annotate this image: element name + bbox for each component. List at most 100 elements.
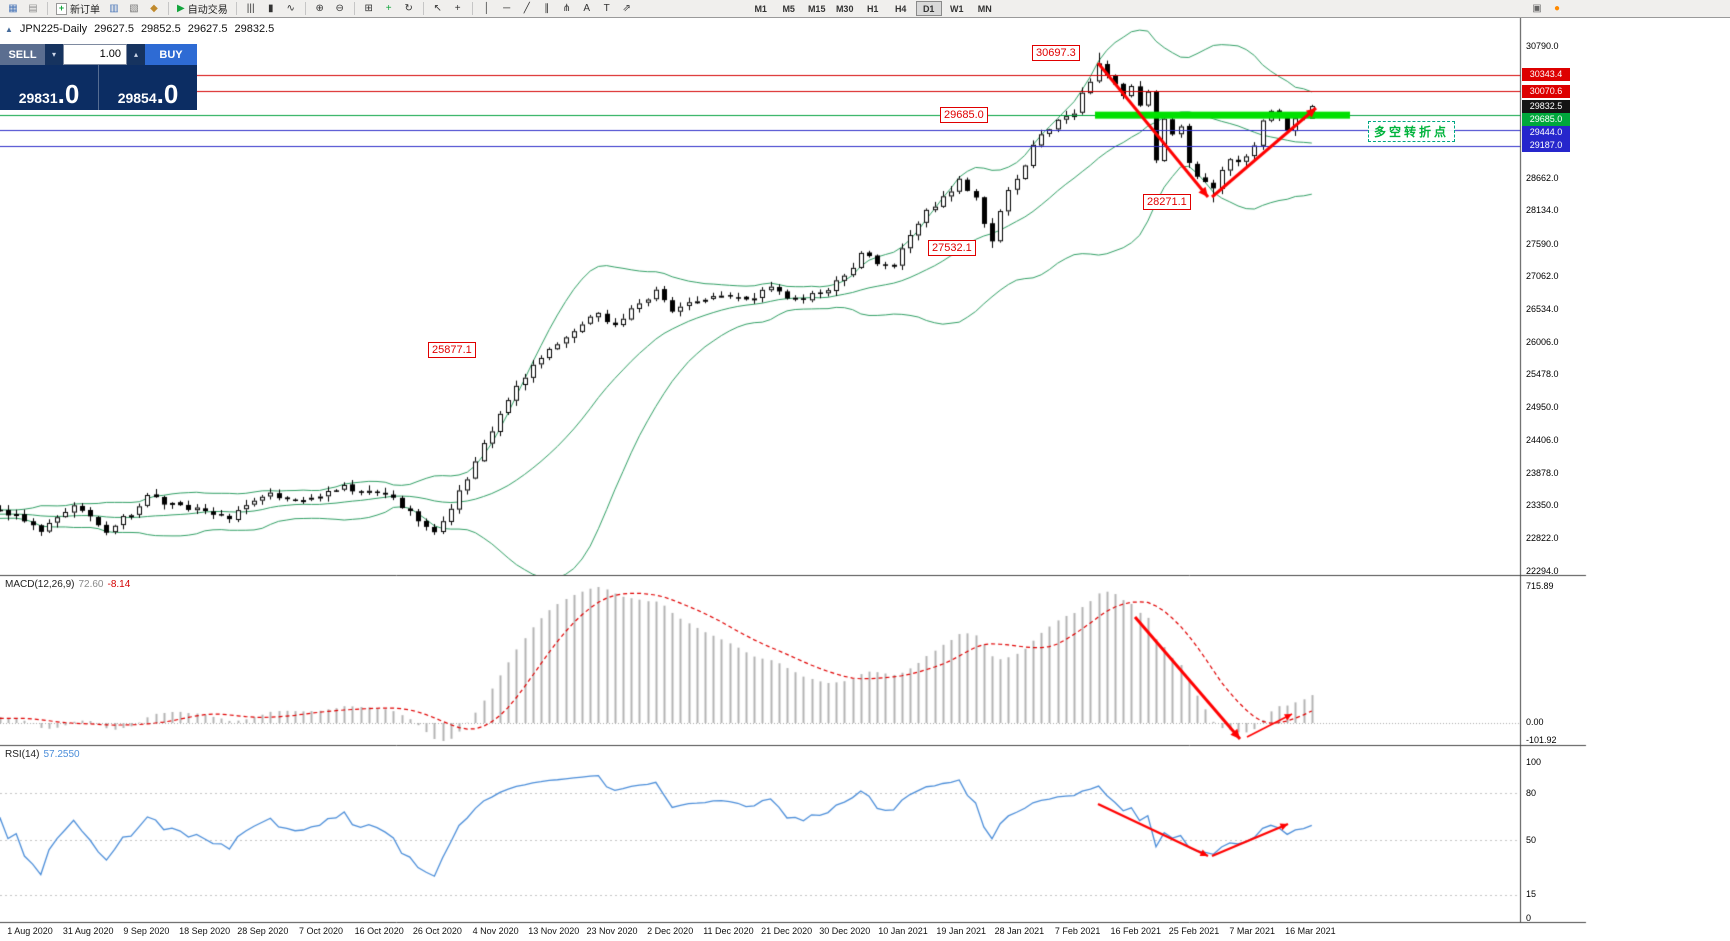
time-axis-label: 28 Jan 2021 <box>994 926 1045 936</box>
time-axis-label: 21 Dec 2020 <box>761 926 813 936</box>
timeframe-m30[interactable]: M30 <box>831 1 858 16</box>
timeframe-mn[interactable]: MN <box>971 1 998 16</box>
rsi-axis-value: 50 <box>1526 834 1537 845</box>
tile-windows-button[interactable]: ⊞ <box>360 1 378 17</box>
timeframe-h4[interactable]: H4 <box>887 1 914 16</box>
sell-button[interactable]: SELL <box>0 44 45 65</box>
turning-point-note: 多空转折点 <box>1368 121 1456 142</box>
sell-price[interactable]: 29831 .0 <box>0 65 98 110</box>
sell-price-main: 29831 <box>18 90 58 106</box>
new-chart-button[interactable]: ▦ <box>4 1 22 17</box>
volume-input[interactable]: 1.00 <box>63 44 127 65</box>
time-axis-label: 11 Dec 2020 <box>703 926 754 936</box>
price-axis-tick: 28134.0 <box>1526 205 1559 216</box>
trendline-button[interactable]: ╱ <box>518 1 536 17</box>
alert-button[interactable]: ● <box>1548 1 1566 17</box>
time-axis-label: 4 Nov 2020 <box>472 926 519 936</box>
price-annotation: 29685.0 <box>940 107 988 124</box>
auto-trading-icon: ▶ <box>177 2 185 14</box>
chart-window-button[interactable]: ▣ <box>1528 1 1546 17</box>
buy-price-pips: .0 <box>156 79 179 110</box>
buy-price[interactable]: 29854 .0 <box>99 65 197 110</box>
one-click-trading-panel: SELL ▾ 1.00 ▴ BUY 29831 .0 29854 .0 <box>0 44 197 110</box>
price-annotation: 27532.1 <box>928 239 976 256</box>
vertical-line-button[interactable]: │ <box>478 1 496 17</box>
zoom-in-icon: ⊕ <box>315 2 324 14</box>
timeframe-d1[interactable]: D1 <box>915 1 942 16</box>
candlestick-chart-button[interactable]: ▮ <box>262 1 280 17</box>
sell-price-pips: .0 <box>57 79 80 110</box>
price-annotation: 28271.1 <box>1143 194 1191 211</box>
new-order-button-label: 新订单 <box>70 5 100 16</box>
time-axis-label: 16 Oct 2020 <box>354 926 404 936</box>
time-axis-label: 7 Feb 2021 <box>1054 926 1101 936</box>
price-label-29832.5: 29832.5 <box>1522 99 1570 113</box>
data-window-button[interactable]: ▧ <box>125 1 143 17</box>
fibonacci-button[interactable]: ⋔ <box>558 1 576 17</box>
toolbar-separator <box>235 2 237 15</box>
price-axis-tick: 23350.0 <box>1526 500 1559 511</box>
zoom-out-button[interactable]: ⊖ <box>331 1 349 17</box>
price-axis-tick: 25478.0 <box>1526 369 1559 380</box>
time-axis-label: 25 Feb 2021 <box>1168 926 1220 936</box>
period-cycle-button[interactable]: ↻ <box>400 1 418 17</box>
buy-button[interactable]: BUY <box>145 44 197 65</box>
bar-chart-button[interactable]: ||| <box>242 1 260 17</box>
time-axis-label: 23 Nov 2020 <box>586 926 638 936</box>
fibonacci-icon: ⋔ <box>562 2 571 14</box>
alert-icon: ● <box>1553 2 1561 14</box>
auto-trading-button-label: 自动交易 <box>187 5 228 16</box>
time-axis-label: 16 Mar 2021 <box>1285 926 1336 936</box>
time-axis-label: 28 Sep 2020 <box>237 926 289 936</box>
price-axis-tick: 23878.0 <box>1526 467 1559 478</box>
timeframe-m5[interactable]: M5 <box>775 1 802 16</box>
timeframe-w1[interactable]: W1 <box>943 1 970 16</box>
rsi-axis-value: 15 <box>1526 889 1537 900</box>
crosshair-button[interactable]: + <box>449 1 467 17</box>
new-order-button[interactable]: + 新订单 <box>53 1 103 17</box>
time-axis-label: 19 Jan 2021 <box>936 926 986 936</box>
auto-trading-button[interactable]: ▶ 自动交易 <box>174 1 231 17</box>
market-watch-icon: ▥ <box>109 2 119 14</box>
timeframe-h1[interactable]: H1 <box>859 1 886 16</box>
buy-price-main: 29854 <box>117 90 157 106</box>
zoom-in-button[interactable]: ⊕ <box>311 1 329 17</box>
rsi-label: RSI(14) 57.2550 <box>5 749 80 760</box>
ohlc-open: 29627.5 <box>94 23 134 35</box>
rsi-name: RSI(14) <box>5 749 40 760</box>
timeframe-m15[interactable]: M15 <box>803 1 830 16</box>
volume-decrease-button[interactable]: ▾ <box>45 44 63 65</box>
period-cycle-icon: ↻ <box>404 2 413 14</box>
toolbar-separator <box>471 2 473 15</box>
profiles-button[interactable]: ▤ <box>24 1 42 17</box>
price-label-29187.0: 29187.0 <box>1522 139 1570 153</box>
toolbar: ▦ ▤ + 新订单 ▥ ▧ ◆ ▶ 自动交易 ||| ▮ ∿ ⊕ ⊖ ⊞ + ↻ ↖ + │ ─ ╱ ∥ ⋔ A T ⇗ M1 M5 M1… <box>0 0 1730 18</box>
line-chart-button[interactable]: ∿ <box>282 1 300 17</box>
timeframe-group: M1 M5 M15 M30 H1 H4 D1 W1 MN <box>747 1 999 16</box>
text-label-button[interactable]: T <box>598 1 616 17</box>
horizontal-line-button[interactable]: ─ <box>498 1 516 17</box>
navigator-button[interactable]: ◆ <box>145 1 163 17</box>
line-chart-icon: ∿ <box>286 2 295 14</box>
arrows-button[interactable]: ⇗ <box>618 1 636 17</box>
equidistant-channel-button[interactable]: ∥ <box>538 1 556 17</box>
price-axis-tick: 22822.0 <box>1526 532 1559 543</box>
indicators-button[interactable]: + <box>380 1 398 17</box>
symbol-collapse-icon[interactable]: ▲ <box>5 24 13 34</box>
chart-window-icon: ▣ <box>1532 2 1542 14</box>
price-axis-tick: 27590.0 <box>1526 238 1559 249</box>
timeframe-m1[interactable]: M1 <box>747 1 774 16</box>
text-button[interactable]: A <box>578 1 596 17</box>
time-axis-label: 13 Nov 2020 <box>528 926 580 936</box>
market-watch-button[interactable]: ▥ <box>105 1 123 17</box>
candlestick-chart-icon: ▮ <box>267 2 274 14</box>
new-chart-icon: ▦ <box>8 2 18 14</box>
price-axis-tick: 26534.0 <box>1526 304 1559 314</box>
volume-increase-button[interactable]: ▴ <box>127 44 145 65</box>
vertical-line-icon: │ <box>483 2 490 14</box>
time-axis-label: 7 Mar 2021 <box>1229 926 1275 936</box>
cursor-button[interactable]: ↖ <box>429 1 447 17</box>
time-axis-label: 1 Aug 2020 <box>7 926 53 936</box>
